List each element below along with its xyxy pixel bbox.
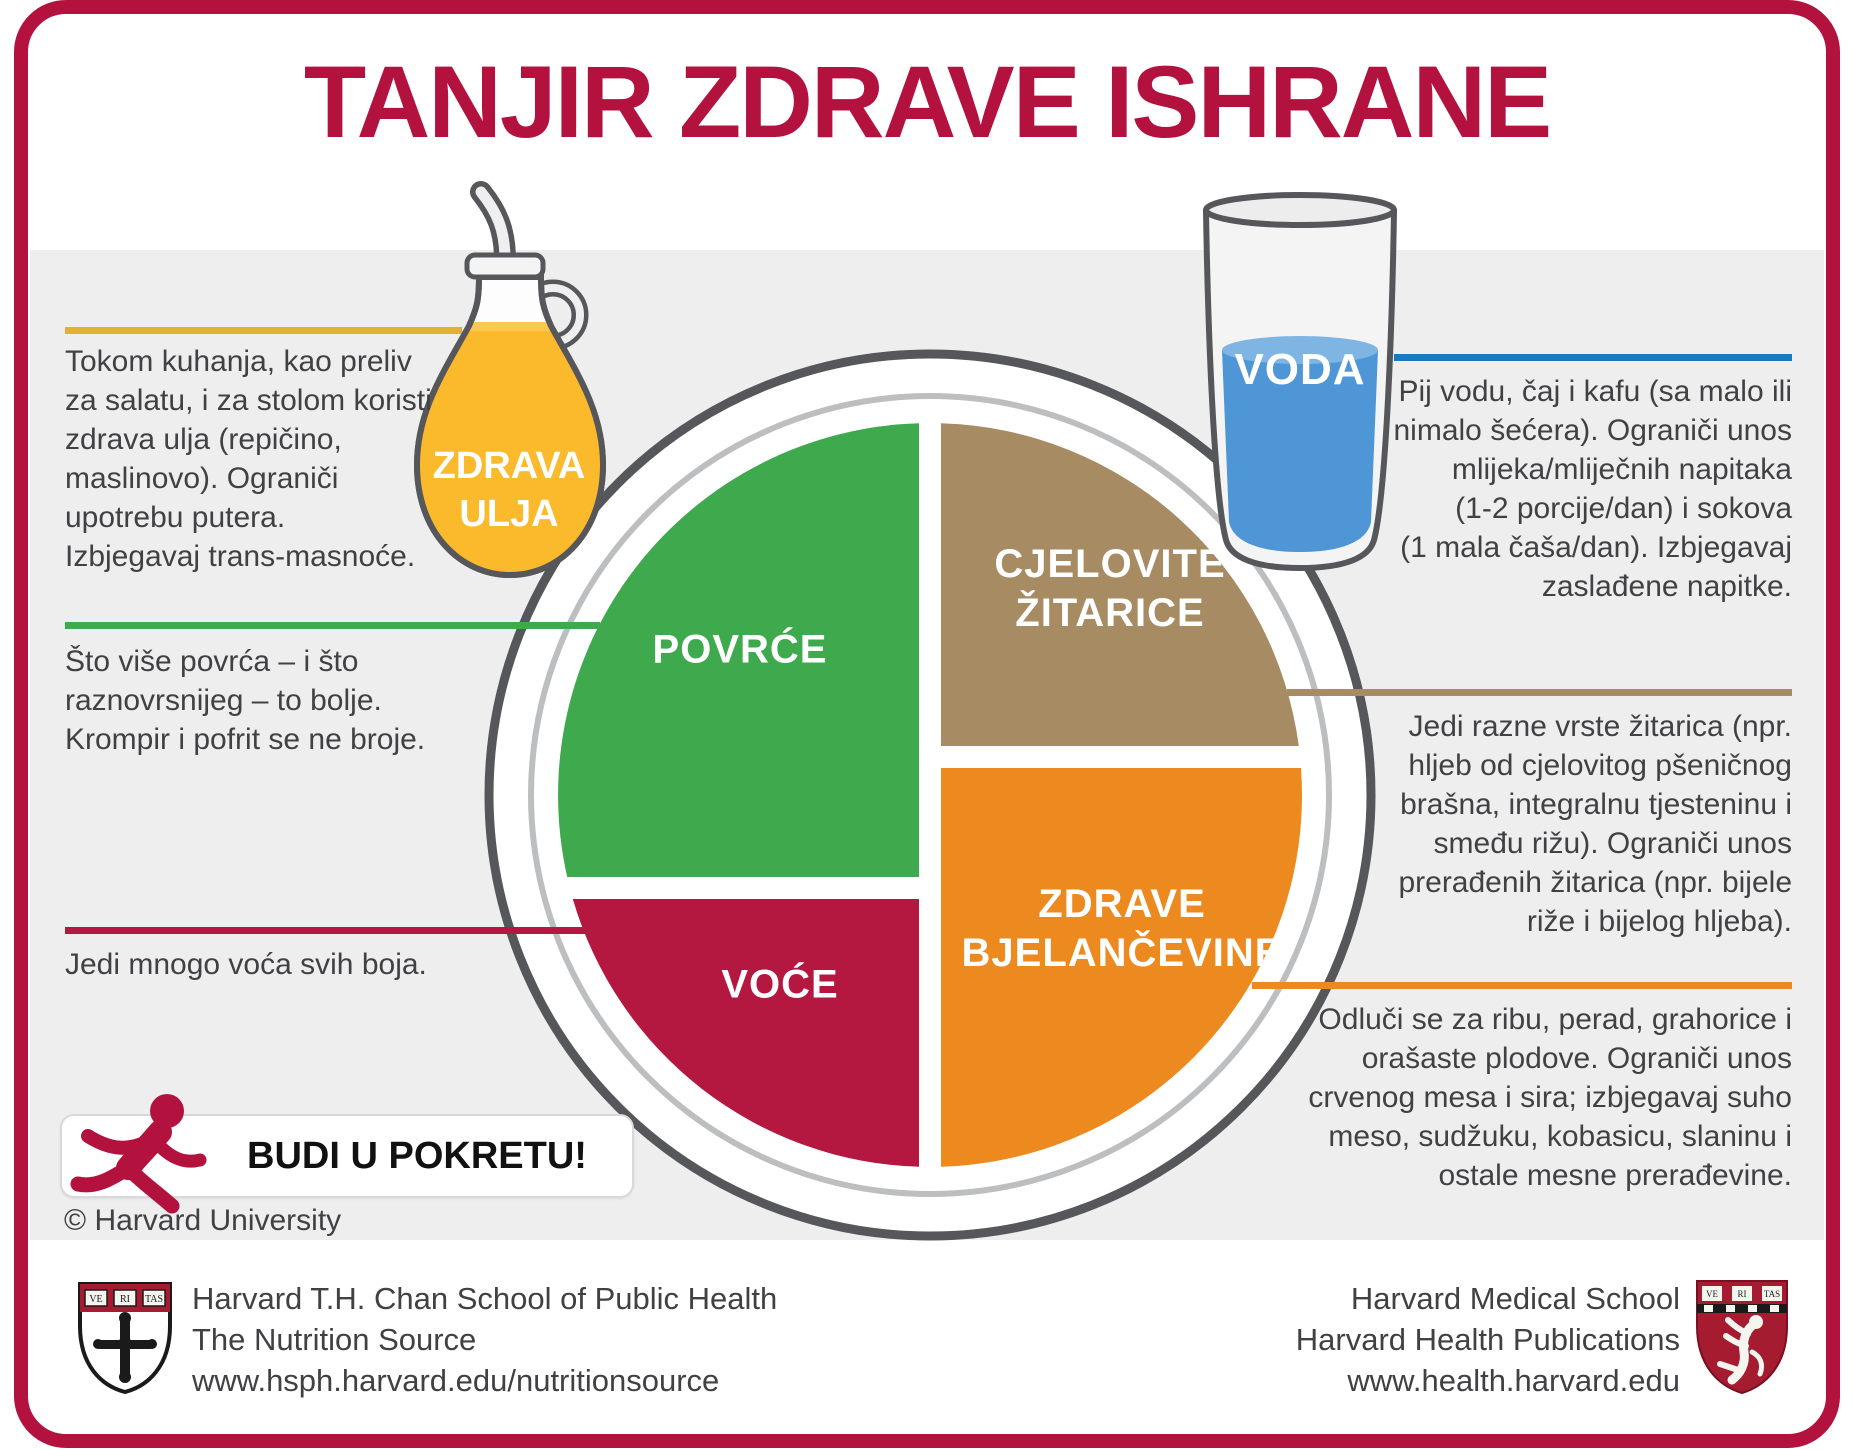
- oil-callout-line: [65, 327, 462, 334]
- oil-note: Tokom kuhanja, kao preliv za salatu, i z…: [65, 345, 432, 573]
- grains-note: Jedi razne vrste žitarica (npr. hljeb od…: [1398, 710, 1792, 938]
- plate-graphic: [484, 349, 1376, 1241]
- svg-text:RI: RI: [1738, 1289, 1747, 1299]
- bottle-oil-surface: [417, 322, 603, 331]
- fruits-note: Jedi mnogo voća svih boja.: [65, 948, 427, 981]
- vegetables-label: POVRĆE: [652, 627, 828, 672]
- footer-right-line1: Harvard Medical School: [1350, 1281, 1680, 1316]
- footer-left-line2: The Nutrition Source: [192, 1322, 477, 1357]
- water-label: VODA: [1234, 345, 1366, 394]
- protein-callout-line: [1252, 982, 1792, 989]
- vegetables-note: Što više povrća – i što raznovrsnijeg – …: [65, 645, 426, 756]
- copyright-text: © Harvard University: [64, 1204, 342, 1237]
- water-callout-line: [1394, 354, 1792, 361]
- fruits-callout-line: [65, 927, 585, 934]
- protein-label: ZDRAVE BJELANČEVINE: [961, 882, 1283, 975]
- footer-right-url[interactable]: www.health.harvard.edu: [1347, 1363, 1680, 1398]
- fruits-sector: [572, 899, 919, 1167]
- bottle-spout: [475, 186, 511, 266]
- protein-note: Odluči se za ribu, perad, grahorice i or…: [1308, 1003, 1792, 1192]
- svg-text:TAS: TAS: [145, 1294, 163, 1305]
- runner-icon: [70, 1094, 207, 1214]
- water-glass-graphic: [1202, 192, 1398, 572]
- hms-shield-icon: VE RI TAS: [1696, 1280, 1788, 1395]
- svg-text:TAS: TAS: [1764, 1289, 1780, 1299]
- plate: [470, 345, 1390, 1255]
- vegetables-callout-line: [65, 622, 600, 629]
- glass-water-surface: [1222, 336, 1378, 364]
- hsph-shield-icon: VE RI TAS: [78, 1282, 172, 1395]
- plate-inner-ring: [528, 393, 1332, 1197]
- svg-text:VE: VE: [1706, 1289, 1718, 1299]
- water-glass: [1198, 192, 1402, 578]
- lion-figure: [1717, 1315, 1765, 1385]
- grains-sector: [941, 423, 1299, 746]
- footer-right: Harvard Medical School Harvard Health Pu…: [1296, 1278, 1790, 1401]
- footer-left-line1: Harvard T.H. Chan School of Public Healt…: [192, 1281, 778, 1316]
- bottle-collar: [464, 252, 546, 280]
- footer-left: VE RI TAS Harvard T.H. Chan School of Pu…: [76, 1278, 777, 1401]
- bottle-body-outline: [413, 274, 607, 579]
- svg-text:RI: RI: [120, 1294, 130, 1305]
- glass-rim: [1203, 192, 1397, 228]
- grains-callout-line: [1287, 689, 1792, 696]
- activity-label: BUDI U POKRETU!: [247, 1134, 587, 1177]
- water-note: Pij vodu, čaj i kafu (sa malo ili nimalo…: [1393, 375, 1792, 603]
- svg-text:VE: VE: [89, 1294, 102, 1305]
- oil-label: ZDRAVA ULJA: [432, 445, 586, 535]
- grains-label: CJELOVITE ŽITARICE: [994, 542, 1226, 635]
- page-title: TANJIR ZDRAVE ISHRANE: [303, 45, 1552, 159]
- vegetables-sector: [558, 423, 919, 877]
- protein-sector: [941, 768, 1302, 1167]
- footer-right-line2: Harvard Health Publications: [1295, 1322, 1680, 1357]
- footer-left-url[interactable]: www.hsph.harvard.edu/nutritionsource: [192, 1363, 720, 1398]
- fruits-label: VOĆE: [721, 962, 839, 1007]
- glass-water: [1222, 350, 1378, 552]
- oil-bottle-graphic: [413, 181, 607, 579]
- oil-bottle: [405, 150, 615, 590]
